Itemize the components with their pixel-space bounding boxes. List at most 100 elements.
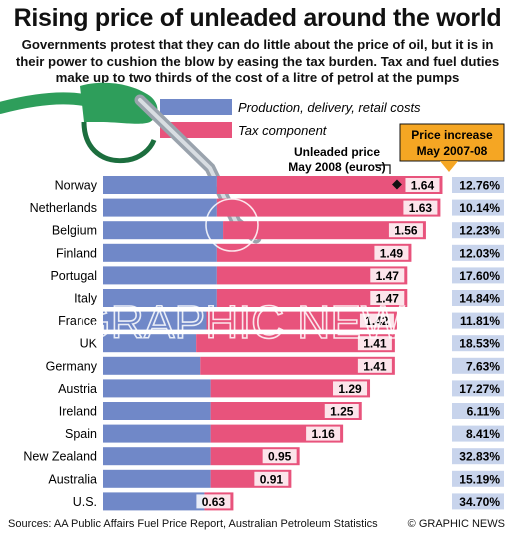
bar-tax-austria xyxy=(210,379,371,398)
price-increase-pointer-icon xyxy=(440,161,458,172)
bar-tax-norway xyxy=(216,176,443,194)
value-label-spain: 1.16 xyxy=(311,427,335,441)
increase-label-u-s: 34.70% xyxy=(459,495,500,509)
legend-label-production: Production, delivery, retail costs xyxy=(238,100,421,115)
increase-box-france xyxy=(452,312,504,329)
bar-tax-uk xyxy=(196,334,395,353)
increase-label-netherlands: 10.14% xyxy=(459,201,500,215)
highlight-marker-icon xyxy=(392,179,402,190)
bar-production-ireland xyxy=(103,402,211,420)
bar-tax-ireland xyxy=(210,402,362,420)
value-label-portugal: 1.47 xyxy=(376,269,400,283)
value-box-uk xyxy=(357,336,392,351)
price-increase-header-line2: May 2007-08 xyxy=(417,144,488,158)
bar-production-france xyxy=(103,311,207,330)
country-label-australia: Australia xyxy=(48,472,97,486)
watermark-text: GRAPHIC NEWS xyxy=(75,296,435,348)
value-label-belgium: 1.56 xyxy=(394,224,418,238)
bar-production-belgium xyxy=(103,221,224,240)
legend-swatch-production xyxy=(160,99,232,115)
bar-production-finland xyxy=(103,243,217,262)
value-box-netherlands xyxy=(403,200,438,215)
unleaded-price-header-line1: Unleaded price xyxy=(294,145,380,159)
increase-box-new-zealand xyxy=(452,448,504,465)
increase-label-germany: 7.63% xyxy=(466,359,500,373)
price-header-pointer-line xyxy=(375,164,391,174)
value-box-finland xyxy=(374,245,409,260)
bar-tax-portugal xyxy=(216,266,408,285)
bar-tax-belgium xyxy=(223,221,426,240)
bar-production-australia xyxy=(103,469,211,488)
increase-label-portugal: 17.60% xyxy=(459,269,500,283)
increase-box-uk xyxy=(452,335,504,352)
bar-production-germany xyxy=(103,356,201,375)
increase-box-finland xyxy=(452,244,504,261)
increase-label-finland: 12.03% xyxy=(459,246,500,260)
bar-production-norway xyxy=(103,176,217,194)
price-increase-header: Price increase May 2007-08 xyxy=(399,123,505,172)
value-box-austria xyxy=(333,381,368,396)
country-label-new-zealand: New Zealand xyxy=(23,450,97,464)
country-label-u-s: U.S. xyxy=(73,495,97,509)
legend-label-tax: Tax component xyxy=(238,123,328,138)
bar-tax-netherlands xyxy=(216,198,441,217)
value-box-belgium xyxy=(388,223,423,238)
bar-production-u-s xyxy=(103,492,205,511)
increase-box-italy xyxy=(452,290,504,306)
increase-box-austria xyxy=(452,380,504,397)
country-label-france: France xyxy=(58,314,97,328)
value-box-germany xyxy=(357,358,392,373)
increase-box-norway xyxy=(452,177,504,193)
value-box-new-zealand xyxy=(262,449,297,464)
price-increase-header-line1: Price increase xyxy=(411,128,493,142)
country-label-uk: UK xyxy=(80,337,98,351)
increase-box-spain xyxy=(452,425,504,442)
credit: © GRAPHIC NEWS xyxy=(407,518,505,530)
value-box-spain xyxy=(306,426,341,441)
country-label-finland: Finland xyxy=(56,246,97,260)
chart-rows: Norway 1.64 12.76% Netherlands 1.63 10.14% Bel… xyxy=(23,176,504,511)
increase-box-netherlands xyxy=(452,199,504,216)
increase-box-u-s xyxy=(452,493,504,510)
increase-box-ireland xyxy=(452,403,504,419)
value-box-ireland xyxy=(324,404,359,418)
bar-production-spain xyxy=(103,424,211,443)
increase-label-belgium: 12.23% xyxy=(459,224,500,238)
increase-label-spain: 8.41% xyxy=(466,427,500,441)
bar-production-portugal xyxy=(103,266,217,285)
value-box-portugal xyxy=(370,268,405,283)
country-label-germany: Germany xyxy=(46,359,98,373)
bar-tax-france xyxy=(206,311,397,330)
country-label-norway: Norway xyxy=(55,179,98,193)
source-note: Sources: AA Public Affairs Fuel Price Re… xyxy=(8,518,378,530)
value-label-netherlands: 1.63 xyxy=(409,201,433,215)
increase-label-austria: 17.27% xyxy=(459,382,500,396)
value-label-finland: 1.49 xyxy=(380,246,404,260)
bar-production-new-zealand xyxy=(103,447,211,466)
country-label-austria: Austria xyxy=(58,382,97,396)
unleaded-price-header-line2: May 2008 (euros) xyxy=(288,160,385,174)
increase-label-ireland: 6.11% xyxy=(467,405,501,419)
value-label-new-zealand: 0.95 xyxy=(268,450,292,464)
bar-production-netherlands xyxy=(103,198,217,217)
value-label-austria: 1.29 xyxy=(338,382,362,396)
increase-label-australia: 15.19% xyxy=(459,472,500,486)
increase-label-norway: 12.76% xyxy=(459,179,500,193)
increase-label-france: 11.81% xyxy=(460,314,500,328)
bar-production-uk xyxy=(103,334,197,353)
value-label-france: 1.42 xyxy=(365,314,389,328)
increase-box-germany xyxy=(452,357,504,374)
bar-production-italy xyxy=(103,289,217,307)
value-label-u-s: 0.63 xyxy=(202,495,226,509)
bar-tax-germany xyxy=(200,356,395,375)
bar-production-austria xyxy=(103,379,211,398)
value-label-italy: 1.47 xyxy=(376,292,400,306)
country-label-netherlands: Netherlands xyxy=(30,201,97,215)
country-label-italy: Italy xyxy=(74,292,98,306)
value-box-italy xyxy=(370,291,405,305)
value-box-france xyxy=(359,313,394,328)
country-label-spain: Spain xyxy=(65,427,97,441)
chart-title: Rising price of unleaded around the worl… xyxy=(13,4,502,32)
value-label-australia: 0.91 xyxy=(260,472,284,486)
